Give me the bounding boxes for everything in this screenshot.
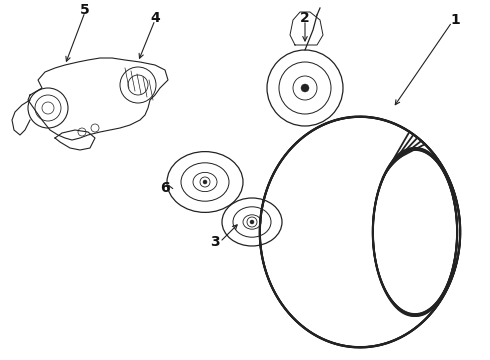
Text: 6: 6 (160, 181, 170, 195)
Text: 2: 2 (300, 11, 310, 25)
Text: 3: 3 (210, 235, 220, 249)
Text: 1: 1 (450, 13, 460, 27)
Circle shape (250, 220, 254, 224)
Text: 4: 4 (150, 11, 160, 25)
Circle shape (203, 180, 207, 184)
Text: 5: 5 (80, 3, 90, 17)
Circle shape (301, 84, 309, 92)
